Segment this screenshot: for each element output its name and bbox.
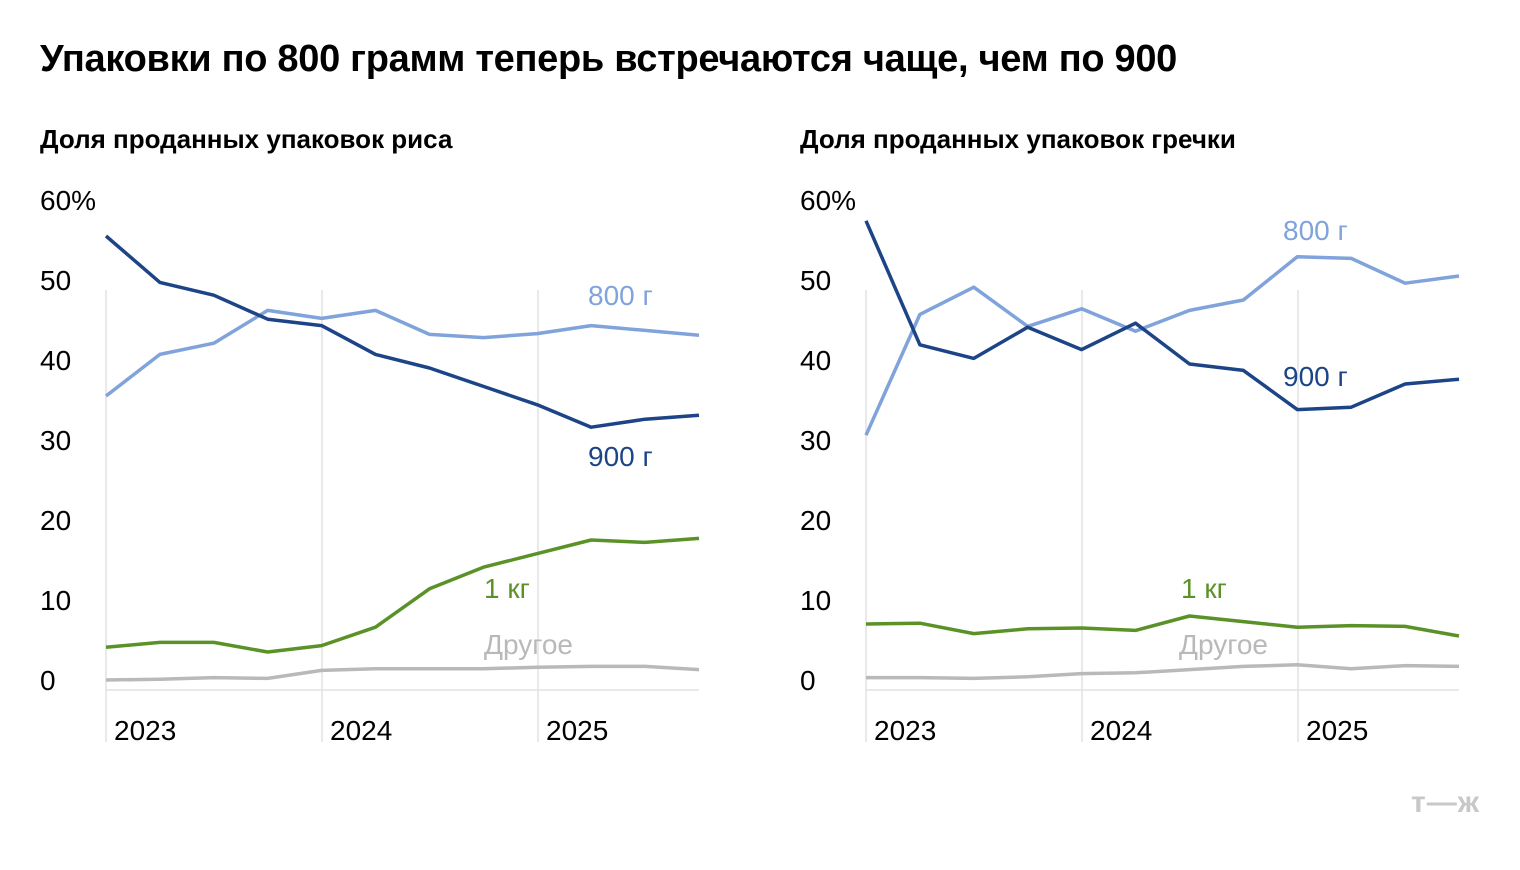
rice-chart-subtitle: Доля проданных упаковок риса <box>40 124 453 154</box>
buckwheat-series-900g-line <box>864 220 1460 412</box>
buckwheat-y-tick-label: 20 <box>800 505 831 536</box>
buckwheat-y-tick-label: 30 <box>800 425 831 456</box>
rice-series-other-label: Другое <box>484 629 573 660</box>
rice-y-tick-label: 20 <box>40 505 71 536</box>
buckwheat-y-tick-label: 60% <box>800 185 856 216</box>
rice-y-tick-label: 50 <box>40 265 71 296</box>
buckwheat-y-tick-label: 40 <box>800 345 831 376</box>
buckwheat-x-tick-label: 2025 <box>1306 715 1368 746</box>
rice-y-tick-label: 0 <box>40 665 56 696</box>
rice-y-tick-label: 60% <box>40 185 96 216</box>
buckwheat-series-800g-label: 800 г <box>1283 215 1348 246</box>
rice-x-tick-label: 2024 <box>330 715 392 746</box>
buckwheat-x-tick-label: 2024 <box>1090 715 1152 746</box>
rice-x-tick-label: 2023 <box>114 715 176 746</box>
chart-title: Упаковки по 800 грамм теперь встречаются… <box>40 38 1178 80</box>
rice-series-1kg-line <box>105 536 700 654</box>
buckwheat-series-900g-label: 900 г <box>1283 361 1348 392</box>
tj-logo: т—ж <box>1411 786 1480 819</box>
rice-series-800g-line <box>104 308 700 398</box>
buckwheat-y-tick-label: 50 <box>800 265 831 296</box>
rice-series-1kg-label: 1 кг <box>484 573 530 604</box>
rice-x-tick-label: 2025 <box>546 715 608 746</box>
rice-series-other-line <box>105 664 700 682</box>
buckwheat-series-1kg-label: 1 кг <box>1181 573 1227 604</box>
buckwheat-series-800g-line <box>864 255 1460 436</box>
buckwheat-series-1kg-line <box>865 614 1460 638</box>
buckwheat-x-tick-label: 2023 <box>874 715 936 746</box>
rice-y-tick-label: 10 <box>40 585 71 616</box>
rice-series-900g-line <box>104 234 700 429</box>
rice-y-tick-label: 30 <box>40 425 71 456</box>
rice-series-800g-label: 800 г <box>588 280 653 311</box>
rice-y-tick-label: 40 <box>40 345 71 376</box>
buckwheat-y-tick-label: 0 <box>800 665 816 696</box>
buckwheat-series-other-line <box>866 663 1460 681</box>
rice-series-900g-label: 900 г <box>588 441 653 472</box>
buckwheat-y-tick-label: 10 <box>800 585 831 616</box>
buckwheat-series-other-label: Другое <box>1179 629 1268 660</box>
buckwheat-chart-subtitle: Доля проданных упаковок гречки <box>800 124 1236 154</box>
